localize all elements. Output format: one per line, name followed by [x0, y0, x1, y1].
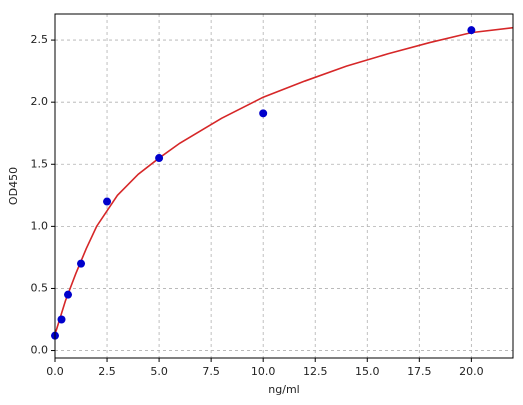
- y-tick-label: 0.0: [31, 344, 49, 357]
- x-tick-label: 15.0: [355, 365, 380, 378]
- fit-curve: [54, 26, 514, 335]
- data-point: [259, 109, 268, 118]
- x-tick-label: 12.5: [303, 365, 328, 378]
- y-tick-label: 1.0: [31, 219, 49, 232]
- x-tick-label: 2.5: [98, 365, 116, 378]
- x-tick-label: 5.0: [150, 365, 168, 378]
- y-axis-label: OD450: [7, 167, 20, 205]
- y-tick-label: 2.5: [31, 33, 49, 46]
- x-tick-label: 20.0: [459, 365, 484, 378]
- data-point: [64, 290, 73, 299]
- x-tick-label: 10.0: [251, 365, 276, 378]
- y-tick-label: 1.5: [31, 157, 49, 170]
- x-tick-label: 0.0: [46, 365, 64, 378]
- data-point: [77, 259, 86, 268]
- x-axis-label: ng/ml: [268, 383, 299, 396]
- x-tick-label: 17.5: [407, 365, 432, 378]
- data-point: [467, 26, 476, 35]
- y-tick-label: 0.5: [31, 281, 49, 294]
- y-tick-label: 2.0: [31, 95, 49, 108]
- data-point: [57, 315, 66, 324]
- plot-frame: [54, 13, 514, 359]
- x-tick-label: 7.5: [202, 365, 220, 378]
- data-point: [155, 154, 164, 163]
- data-point: [103, 197, 112, 206]
